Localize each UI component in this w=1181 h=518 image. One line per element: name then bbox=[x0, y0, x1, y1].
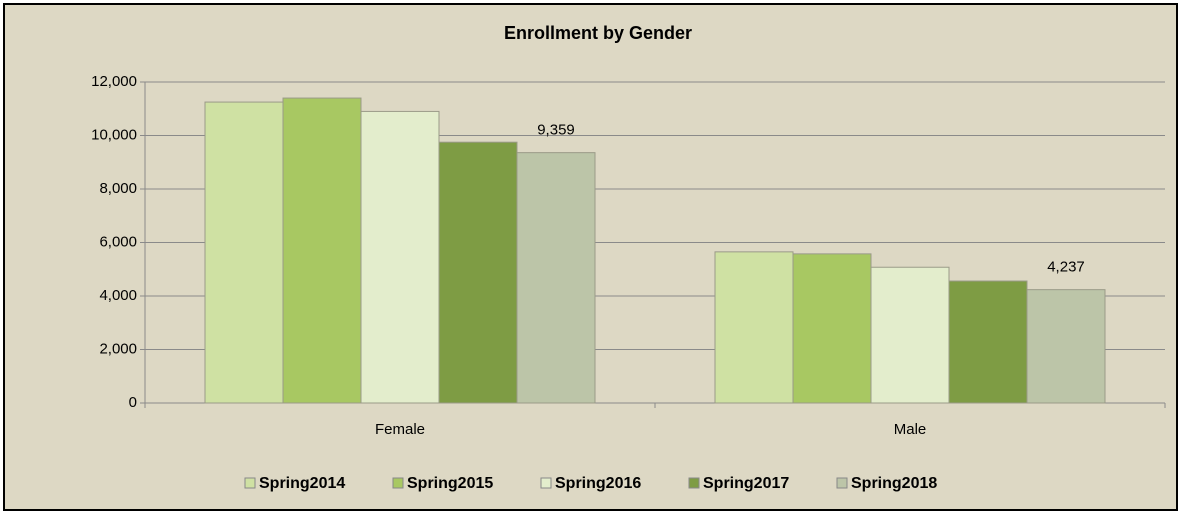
bar bbox=[714, 251, 794, 404]
data-label: 9,359 bbox=[537, 122, 575, 139]
bar bbox=[360, 110, 440, 404]
bar bbox=[204, 101, 284, 404]
x-tick-label: Female bbox=[375, 421, 425, 438]
legend-swatch bbox=[244, 477, 256, 489]
legend-label: Spring2015 bbox=[407, 475, 493, 492]
legend-label: Spring2018 bbox=[851, 475, 937, 492]
bar bbox=[438, 141, 518, 404]
bar bbox=[1026, 289, 1106, 404]
chart-title: Enrollment by Gender bbox=[504, 23, 692, 43]
y-tick-label: 0 bbox=[129, 394, 137, 411]
bar bbox=[948, 280, 1028, 404]
bar bbox=[870, 266, 950, 404]
legend-swatch bbox=[540, 477, 552, 489]
y-tick-label: 2,000 bbox=[99, 340, 137, 357]
legend-swatch bbox=[392, 477, 404, 489]
y-tick-label: 6,000 bbox=[99, 233, 137, 250]
legend-swatch bbox=[688, 477, 700, 489]
x-tick-label: Male bbox=[894, 421, 927, 438]
legend-label: Spring2014 bbox=[259, 475, 345, 492]
legend-swatch bbox=[836, 477, 848, 489]
bar bbox=[792, 253, 872, 404]
legend-label: Spring2017 bbox=[703, 475, 789, 492]
y-tick-label: 4,000 bbox=[99, 287, 137, 304]
y-tick-label: 10,000 bbox=[91, 126, 137, 143]
y-tick-label: 12,000 bbox=[91, 73, 137, 90]
y-tick-label: 8,000 bbox=[99, 180, 137, 197]
legend-label: Spring2016 bbox=[555, 475, 641, 492]
bar bbox=[282, 97, 362, 404]
data-label: 4,237 bbox=[1047, 259, 1085, 276]
bar bbox=[516, 152, 596, 404]
